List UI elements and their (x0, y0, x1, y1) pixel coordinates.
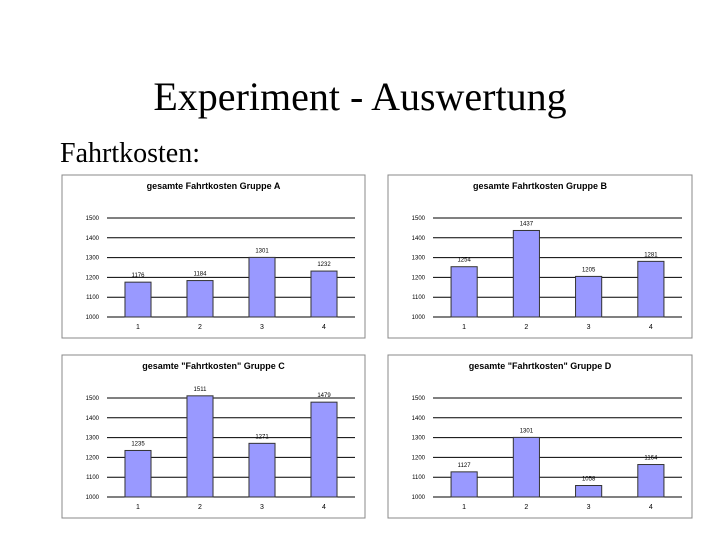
y-tick-label: 1000 (412, 315, 426, 321)
bar (450, 471, 478, 498)
data-label: 1511 (194, 387, 208, 393)
bar (450, 266, 478, 318)
bar (310, 401, 338, 498)
data-label: 1281 (644, 252, 658, 258)
y-tick-label: 1300 (86, 256, 100, 262)
y-tick-label: 1300 (412, 256, 426, 262)
x-tick-label: 2 (198, 504, 202, 511)
y-tick-label: 1200 (86, 275, 100, 281)
data-label: 1205 (582, 267, 596, 273)
y-tick-label: 1500 (412, 216, 426, 222)
data-label: 1301 (255, 248, 269, 254)
chart-title: gesamte "Fahrtkosten" Gruppe C (142, 361, 285, 371)
bar (575, 275, 603, 318)
x-tick-label: 1 (136, 504, 140, 511)
bar (186, 395, 214, 498)
y-tick-label: 1000 (412, 495, 426, 501)
y-tick-label: 1400 (412, 416, 426, 422)
chart-title: gesamte "Fahrtkosten" Gruppe D (469, 361, 612, 371)
x-tick-label: 4 (649, 504, 653, 511)
data-label: 1235 (131, 441, 145, 447)
data-label: 1479 (317, 393, 331, 399)
data-label: 1184 (194, 272, 208, 278)
y-tick-label: 1500 (412, 396, 426, 402)
data-label: 1301 (520, 428, 534, 434)
x-tick-label: 4 (322, 504, 326, 511)
y-tick-label: 1200 (412, 455, 426, 461)
bar (186, 280, 214, 318)
y-tick-label: 1300 (412, 436, 426, 442)
y-tick-label: 1200 (86, 455, 100, 461)
y-tick-label: 1100 (86, 475, 100, 481)
x-tick-label: 1 (462, 504, 466, 511)
data-label: 1437 (520, 221, 534, 227)
bar (575, 485, 603, 498)
chart-title: gesamte Fahrtkosten Gruppe B (473, 181, 608, 191)
data-label: 1271 (255, 434, 269, 440)
bar (124, 449, 152, 498)
data-label: 1254 (457, 258, 471, 264)
x-tick-label: 1 (462, 324, 466, 331)
bar (637, 260, 665, 318)
bar (512, 436, 540, 498)
y-tick-label: 1400 (86, 236, 100, 242)
x-tick-label: 2 (198, 324, 202, 331)
slide-heading: Fahrtkosten: (60, 138, 200, 169)
x-tick-label: 4 (322, 324, 326, 331)
y-tick-label: 1200 (412, 275, 426, 281)
bar (248, 442, 276, 498)
x-tick-label: 3 (587, 324, 591, 331)
y-tick-label: 1100 (86, 295, 100, 301)
x-tick-label: 1 (136, 324, 140, 331)
data-label: 1164 (644, 456, 658, 462)
data-label: 1232 (317, 262, 331, 268)
y-tick-label: 1400 (412, 236, 426, 242)
y-tick-label: 1000 (86, 315, 100, 321)
y-tick-label: 1100 (412, 475, 426, 481)
x-tick-label: 3 (587, 504, 591, 511)
bar (124, 281, 152, 318)
x-tick-label: 4 (649, 324, 653, 331)
y-tick-label: 1100 (412, 295, 426, 301)
y-tick-label: 1300 (86, 436, 100, 442)
data-label: 1127 (458, 463, 472, 469)
y-tick-label: 1500 (86, 216, 100, 222)
y-tick-label: 1000 (86, 495, 100, 501)
data-label: 1058 (582, 477, 596, 483)
bar (637, 464, 665, 498)
chart-title: gesamte Fahrtkosten Gruppe A (147, 181, 281, 191)
slide-title: Experiment - Auswertung (153, 74, 566, 119)
bar (248, 256, 276, 318)
x-tick-label: 3 (260, 324, 264, 331)
x-tick-label: 2 (524, 504, 528, 511)
bar (310, 270, 338, 318)
x-tick-label: 3 (260, 504, 264, 511)
x-tick-label: 2 (524, 324, 528, 331)
y-tick-label: 1500 (86, 396, 100, 402)
bar (512, 229, 540, 318)
data-label: 1176 (132, 273, 146, 279)
y-tick-label: 1400 (86, 416, 100, 422)
